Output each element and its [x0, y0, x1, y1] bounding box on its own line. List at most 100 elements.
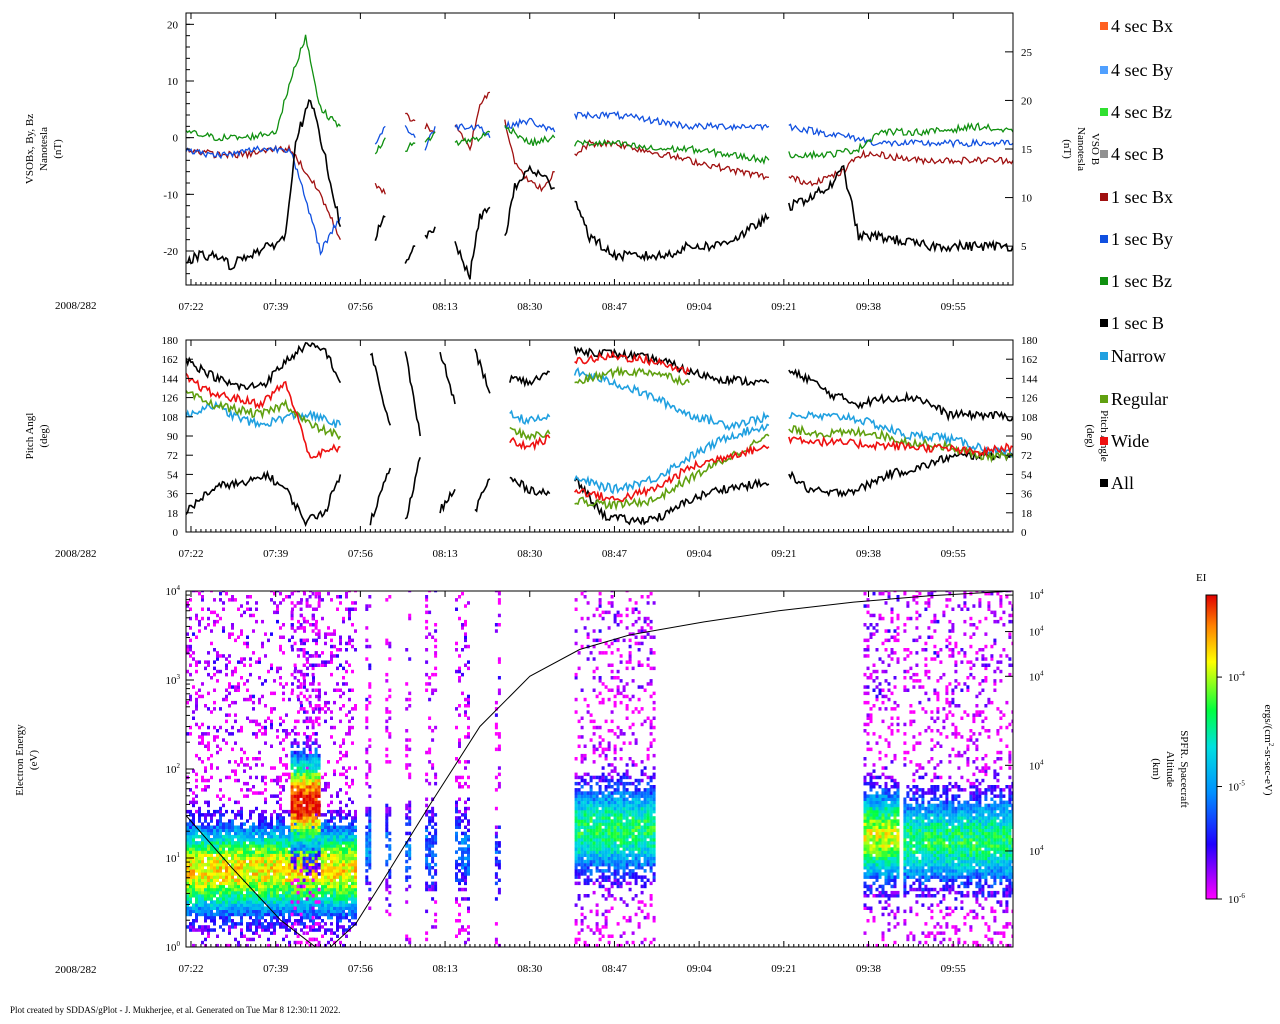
series-segment	[504, 125, 556, 147]
legend-item-regular: Regular	[1100, 387, 1168, 411]
tick-label: 100	[166, 940, 181, 954]
mag-y-label-right-line: VSO B	[1089, 133, 1101, 165]
mag-y-label-right-line: Nanotesla	[1075, 127, 1087, 171]
time-tick-label: 08:30	[517, 548, 543, 560]
legend-swatch	[1100, 234, 1108, 243]
series-segment	[454, 123, 491, 138]
tick-label: 104	[1029, 588, 1044, 602]
axes: 07:22 07:39 07:56 08:13 08:30 08:47 09:04 09:21…	[14, 12, 1190, 976]
time-tick-label: 07:56	[348, 963, 374, 975]
series-segment	[454, 91, 491, 152]
legend-label: 4 sec Bz	[1111, 102, 1172, 122]
spectrogram-interval	[903, 591, 1013, 947]
tick-label: 54	[1021, 469, 1033, 481]
legend-item-all: All	[1100, 471, 1134, 495]
date-label: 2008/282	[55, 964, 97, 976]
tick-label: 162	[1021, 354, 1038, 366]
pitch-y-label-right-line: Pitch Angle	[1098, 410, 1110, 462]
time-tick-label: 08:13	[433, 963, 459, 975]
legend-label: 1 sec By	[1111, 229, 1173, 249]
tick-label: 72	[1021, 450, 1032, 462]
legend-item-1-sec-bx: 1 sec Bx	[1100, 185, 1173, 209]
series-segment	[573, 423, 770, 495]
date-label: 2008/282	[55, 300, 97, 312]
series-segment	[186, 144, 341, 240]
series-segment	[788, 149, 1013, 187]
time-tick-label: 09:55	[941, 548, 967, 560]
series-segment	[186, 400, 342, 429]
series-segment	[574, 138, 770, 166]
tick-label: 126	[162, 393, 179, 405]
legend-label: 1 sec B	[1111, 313, 1164, 333]
series-segment	[574, 477, 770, 526]
series-segment	[574, 433, 770, 512]
legend-swatch	[1100, 21, 1108, 30]
series-1-sec-bx	[186, 91, 1013, 240]
tick-label: 103	[166, 673, 181, 687]
time-tick-label: 08:13	[433, 301, 459, 313]
time-tick-label: 09:21	[771, 548, 796, 560]
series-segment	[454, 206, 491, 280]
series-segment	[186, 34, 341, 142]
time-tick-label: 09:38	[856, 301, 882, 313]
legend-item-1-sec-by: 1 sec By	[1100, 227, 1173, 251]
time-tick-label: 09:21	[771, 963, 796, 975]
series-segment	[788, 122, 1013, 161]
time-tick-label: 07:39	[263, 963, 289, 975]
series-segment	[424, 226, 436, 240]
legend-label: 4 sec B	[1111, 144, 1164, 164]
pitch-y-label-line: Pitch Angl	[24, 413, 36, 460]
series-segment	[405, 112, 416, 122]
series-segment	[404, 457, 421, 520]
legend-swatch	[1100, 65, 1108, 74]
series-segment	[509, 476, 551, 497]
legend-swatch	[1100, 276, 1108, 285]
pitch-y-label: Pitch Angl (deg)	[24, 413, 50, 460]
series-segment	[788, 424, 1013, 464]
legend-swatch	[1100, 436, 1108, 445]
altitude-y-label-line: SPFR. Spacecraft	[1178, 730, 1190, 808]
colorbar-title: EI	[1196, 572, 1207, 584]
mag-y-label-line: Nanotesla	[38, 127, 50, 171]
tick-label: 108	[1021, 412, 1038, 424]
legend-item-1-sec-b: 1 sec B	[1100, 311, 1164, 335]
legend-swatch	[1100, 149, 1108, 158]
series-segment	[374, 182, 386, 195]
tick-label: 54	[167, 469, 179, 481]
tick-label: 25	[1021, 47, 1033, 59]
series-segment	[574, 350, 690, 376]
tick-label: 144	[1021, 373, 1038, 385]
time-tick-label: 09:55	[941, 301, 967, 313]
pitch-y-label-right: Pitch Angle(deg)	[1084, 410, 1110, 462]
colorbar-ticks: 10-4 10-5 10-6	[1217, 670, 1245, 906]
altitude-curve	[186, 591, 1013, 947]
spectrogram-interval	[385, 595, 392, 917]
spectrogram-interval	[425, 591, 438, 942]
legend-label: Wide	[1111, 431, 1150, 451]
energy-y-label-line: Electron Energy	[14, 724, 26, 796]
legend-item-4-sec-by: 4 sec By	[1100, 58, 1173, 82]
series-segment	[474, 478, 491, 513]
series-segment	[509, 426, 551, 442]
energy-y-label-line: (eV)	[28, 750, 40, 770]
mag-y-label: VSOBx, By, Bz Nanotesla (nT)	[24, 114, 64, 184]
mag-y-label-line: VSOBx, By, Bz	[24, 114, 36, 184]
time-tick-label: 07:39	[263, 301, 289, 313]
tick-label: 162	[162, 354, 179, 366]
time-tick-label: 08:30	[517, 301, 543, 313]
spectrogram-interval	[494, 591, 501, 947]
tick-label: 104	[1029, 844, 1044, 858]
time-tick-label: 08:47	[602, 548, 628, 560]
series-segment	[504, 117, 556, 133]
time-tick-label: 09:38	[856, 548, 882, 560]
tick-label: 10	[1021, 193, 1033, 205]
legend-label: Narrow	[1111, 346, 1166, 366]
series-segment	[788, 410, 1013, 459]
tick-label: 18	[167, 508, 179, 520]
time-tick-label: 09:55	[941, 963, 967, 975]
series-segment	[509, 434, 551, 452]
legend-item-4-sec-bz: 4 sec Bz	[1100, 100, 1172, 124]
footer-credit: Plot created by SDDAS/gPlot - J. Mukherj…	[10, 1005, 341, 1015]
series-segment	[454, 130, 491, 147]
